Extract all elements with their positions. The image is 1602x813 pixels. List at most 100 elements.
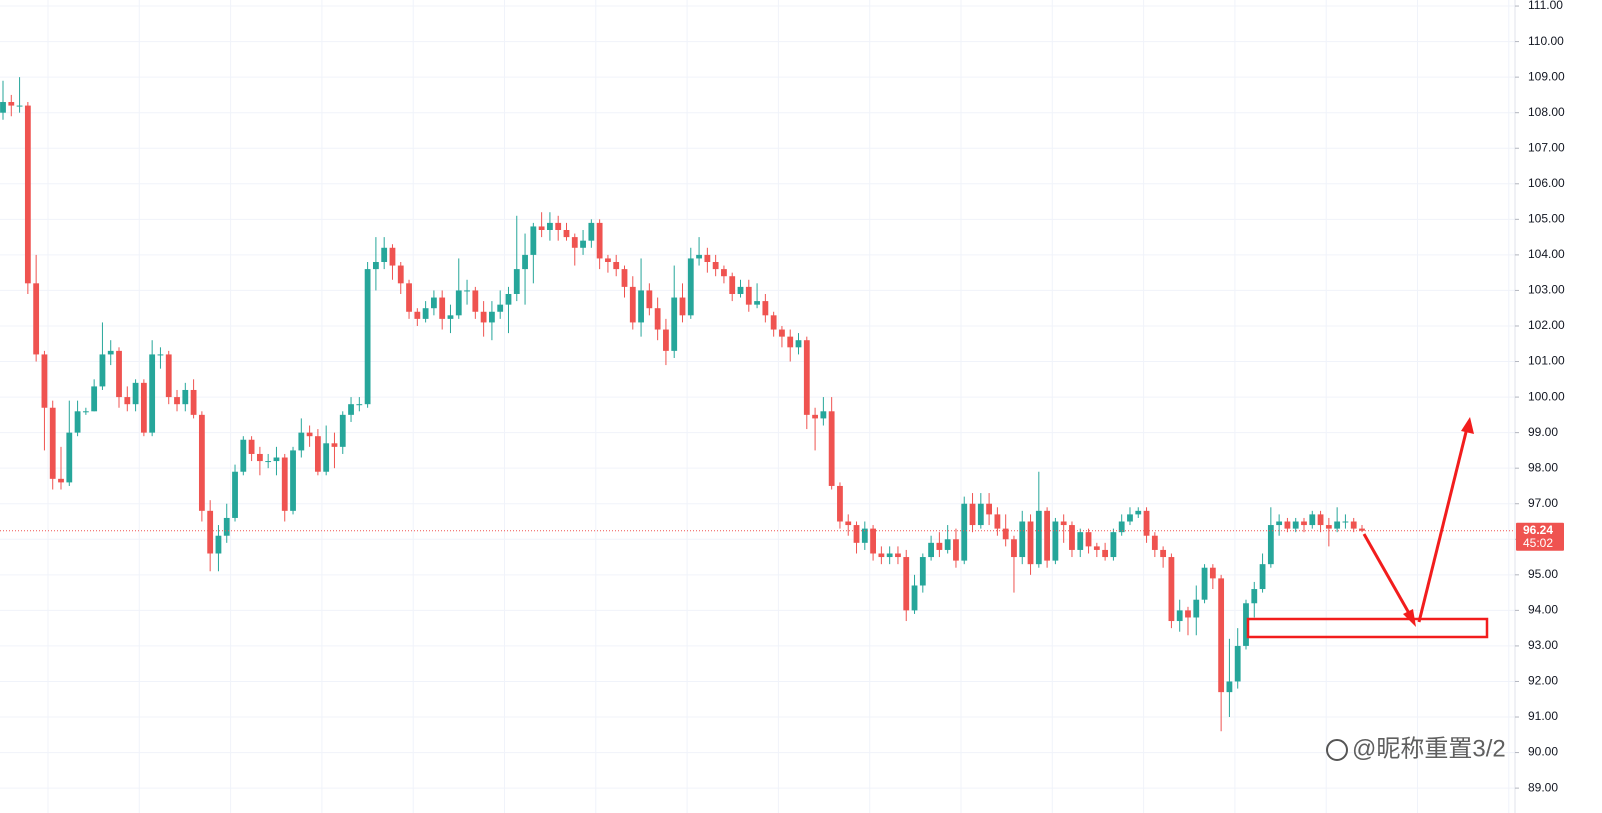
y-tick-label: 94.00 xyxy=(1528,603,1558,617)
candle-body xyxy=(621,269,628,287)
candle-body xyxy=(1185,610,1191,618)
candle-body xyxy=(613,261,620,270)
candle-body xyxy=(596,222,603,259)
candle-body xyxy=(397,265,404,284)
candle-body xyxy=(1201,567,1208,600)
candle-body xyxy=(464,290,470,292)
candle-body xyxy=(1127,514,1133,522)
y-tick-label: 107.00 xyxy=(1528,140,1565,154)
candle-body xyxy=(588,222,595,241)
candle-body xyxy=(132,382,139,405)
candle-body xyxy=(1027,521,1034,565)
candle-body xyxy=(953,539,959,561)
y-tick-label: 110.00 xyxy=(1528,34,1564,48)
candle-body xyxy=(1218,578,1225,693)
candle-body xyxy=(298,432,305,451)
y-tick-label: 108.00 xyxy=(1528,105,1565,119)
candle-body xyxy=(356,404,363,406)
candle-body xyxy=(149,354,156,433)
candle-body xyxy=(687,258,694,316)
y-tick-label: 90.00 xyxy=(1528,745,1558,759)
candle-body xyxy=(1102,549,1109,558)
candle-body xyxy=(339,414,346,447)
y-tick-label: 111.00 xyxy=(1528,0,1563,12)
candle-body xyxy=(580,240,586,248)
candle-body xyxy=(66,432,73,483)
candle-body xyxy=(91,386,98,412)
candle-body xyxy=(215,535,222,554)
y-tick-label: 103.00 xyxy=(1528,283,1565,297)
candle-body xyxy=(605,258,611,262)
candle-body xyxy=(331,443,338,447)
candle-body xyxy=(1019,521,1026,558)
candle-body xyxy=(845,521,852,526)
candle-body xyxy=(1317,514,1324,526)
candle-body xyxy=(1342,521,1349,523)
candle-body xyxy=(571,237,578,248)
candle-body xyxy=(16,105,23,107)
candle-body xyxy=(497,304,504,312)
candle-body xyxy=(803,340,810,415)
candle-body xyxy=(1151,535,1158,550)
candle-body xyxy=(422,308,429,319)
candle-body xyxy=(82,411,89,413)
candle-body xyxy=(314,436,321,472)
countdown-label: 45:02 xyxy=(1523,536,1553,550)
candle-body xyxy=(182,389,189,405)
candle-body xyxy=(1110,532,1117,558)
candle-body xyxy=(1069,525,1075,550)
candle-body xyxy=(232,471,238,518)
candle-body xyxy=(348,404,354,415)
candle-body xyxy=(837,485,843,522)
candle-body xyxy=(770,315,777,330)
candle-body xyxy=(455,290,462,316)
candle-body xyxy=(712,261,719,270)
candle-body xyxy=(1234,645,1241,682)
candle-body xyxy=(969,503,976,526)
candle-body xyxy=(1325,525,1332,529)
candle-body xyxy=(1035,510,1042,565)
candle-body xyxy=(372,261,379,270)
candle-body xyxy=(1309,514,1316,526)
candle-body xyxy=(24,105,31,284)
candle-body xyxy=(1334,521,1341,529)
candle-body xyxy=(663,329,669,351)
candle-body xyxy=(472,290,479,312)
y-tick-label: 104.00 xyxy=(1528,247,1565,261)
y-tick-label: 97.00 xyxy=(1528,496,1558,510)
candle-body xyxy=(1060,521,1067,526)
y-tick-label: 99.00 xyxy=(1528,425,1558,439)
candle-body xyxy=(1267,525,1274,565)
candle-body xyxy=(919,557,926,586)
candle-body xyxy=(704,254,711,262)
candle-body xyxy=(1193,599,1200,618)
candle-body xyxy=(986,503,993,515)
arrow-up-head xyxy=(1461,417,1474,434)
y-tick-label: 102.00 xyxy=(1528,318,1565,332)
candle-body xyxy=(489,311,495,323)
candle-body xyxy=(207,510,214,554)
y-tick-label: 106.00 xyxy=(1528,176,1565,190)
candle-body xyxy=(414,311,421,319)
y-tick-label: 105.00 xyxy=(1528,212,1565,226)
candle-body xyxy=(256,453,263,462)
candle-body xyxy=(1284,521,1291,529)
candle-body xyxy=(273,457,280,462)
candle-body xyxy=(281,457,288,511)
candle-body xyxy=(1044,510,1051,561)
candle-body xyxy=(538,226,545,231)
candle-body xyxy=(828,411,835,486)
candle-body xyxy=(41,354,48,408)
candle-body xyxy=(679,297,686,316)
candle-body xyxy=(1085,532,1092,547)
candle-body xyxy=(505,293,512,305)
candle-body xyxy=(1350,521,1357,529)
candle-body xyxy=(1160,549,1167,558)
candle-body xyxy=(116,350,122,398)
candle-body xyxy=(8,102,15,106)
candle-body xyxy=(364,269,371,405)
candle-body xyxy=(49,407,56,479)
candle-body xyxy=(762,301,769,316)
candle-body xyxy=(1301,521,1307,526)
